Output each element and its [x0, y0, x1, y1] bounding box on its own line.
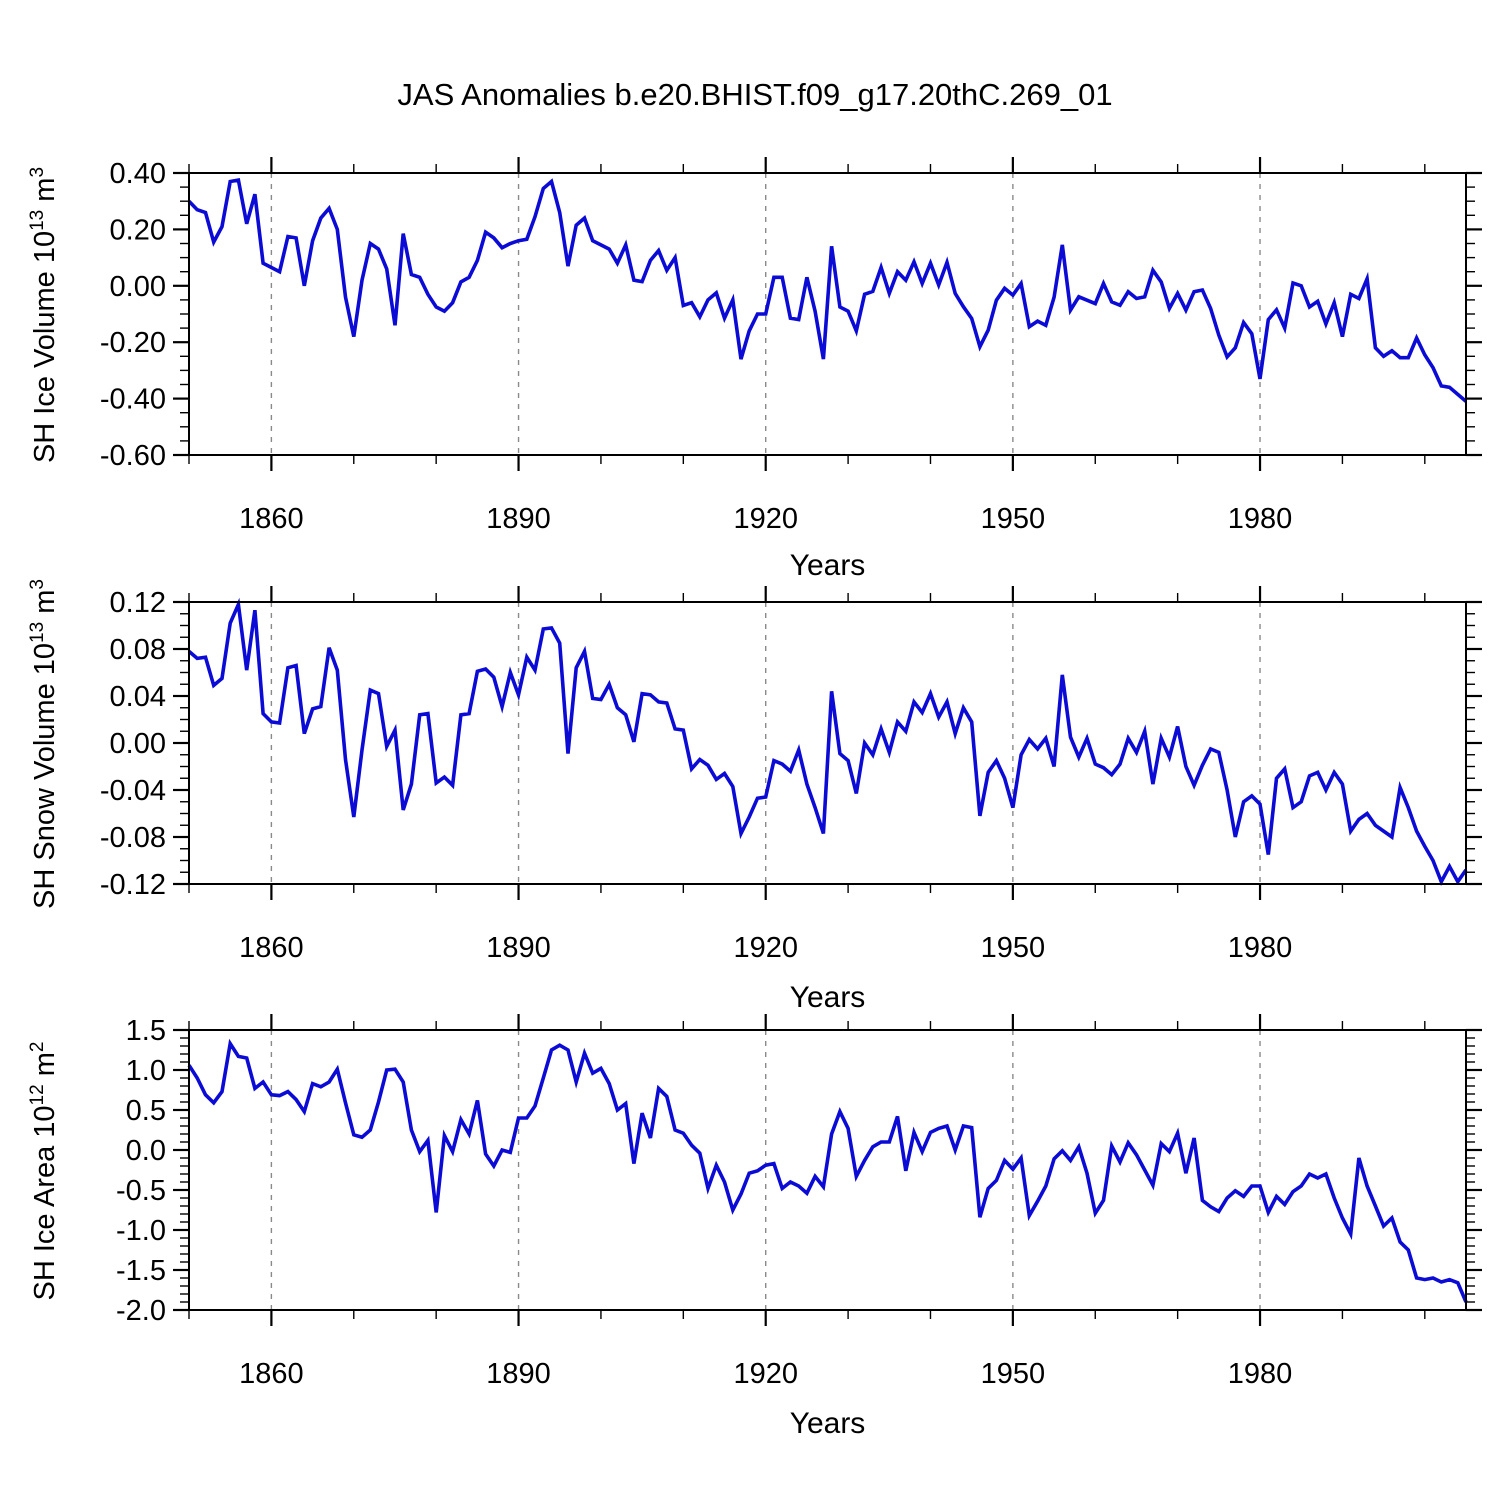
y-axis-title-exponent: 13: [27, 209, 48, 231]
x-tick-label: 1890: [486, 1358, 551, 1390]
x-tick-label: 1980: [1228, 1358, 1293, 1390]
data-line-panel-1: [187, 178, 1468, 403]
y-axis-title-unit: m: [29, 177, 61, 210]
y-tick-label: -1.5: [116, 1255, 166, 1287]
x-tick-label: 1950: [981, 932, 1046, 964]
data-line-panel-3: [187, 1038, 1468, 1303]
y-tick-label: 0.04: [110, 681, 166, 713]
x-tick-label: 1860: [239, 1358, 304, 1390]
y-axis-title-unit-exponent: 2: [27, 1041, 48, 1053]
y-axis-title-unit-exponent: 3: [27, 166, 48, 178]
y-tick-label: -0.12: [100, 869, 166, 901]
x-tick-label: 1950: [981, 1358, 1046, 1390]
y-tick-label: 0.12: [110, 587, 166, 619]
y-tick-label: 0.40: [110, 158, 166, 190]
x-tick-label: 1920: [733, 503, 798, 535]
x-tick-label: 1860: [239, 503, 304, 535]
x-tick-label: 1860: [239, 932, 304, 964]
x-tick-label: 1890: [486, 932, 551, 964]
y-tick-label: -0.20: [100, 327, 166, 359]
y-tick-label: 0.00: [110, 728, 166, 760]
x-axis-title-panel3: Years: [789, 1407, 866, 1440]
x-tick-label: 1920: [733, 932, 798, 964]
y-axis-title-exponent: 13: [27, 621, 48, 643]
y-tick-label: -0.40: [100, 384, 166, 416]
x-tick-label: 1890: [486, 503, 551, 535]
y-tick-label: -0.08: [100, 822, 166, 854]
y-tick-label: 0.08: [110, 634, 166, 666]
data-line-panel-2: [187, 597, 1468, 886]
x-tick-label: 1980: [1228, 932, 1293, 964]
y-tick-label: -0.60: [100, 440, 166, 472]
y-axis-title-text: SH Ice Area 10: [29, 1105, 61, 1301]
x-tick-label: 1950: [981, 503, 1046, 535]
x-tick-label: 1920: [733, 1358, 798, 1390]
y-axis-title-unit: m: [29, 589, 61, 622]
y-axis-title-exponent: 12: [27, 1084, 48, 1106]
chart-title: JAS Anomalies b.e20.BHIST.f09_g17.20thC.…: [397, 77, 1113, 112]
y-tick-label: 0.0: [126, 1135, 166, 1167]
x-tick-label: 1980: [1228, 503, 1293, 535]
x-axis-title-panel1: Years: [789, 549, 866, 582]
plot-frame-panel-3: [188, 1029, 1467, 1311]
y-tick-label: 0.00: [110, 271, 166, 303]
y-axis-title-unit: m: [29, 1052, 61, 1085]
y-tick-label: 0.20: [110, 214, 166, 246]
y-tick-label: -0.04: [100, 775, 166, 807]
y-tick-label: 1.0: [126, 1055, 166, 1087]
x-axis-title-panel2: Years: [789, 981, 866, 1014]
y-tick-label: -2.0: [116, 1295, 166, 1327]
y-axis-title-ice-area: SH Ice Area 1012 m2: [20, 821, 61, 1500]
y-tick-label: 0.5: [126, 1095, 166, 1127]
y-tick-label: -0.5: [116, 1175, 166, 1207]
y-tick-label: 1.5: [126, 1015, 166, 1047]
y-axis-title-unit-exponent: 3: [27, 579, 48, 590]
y-tick-label: -1.0: [116, 1215, 166, 1247]
